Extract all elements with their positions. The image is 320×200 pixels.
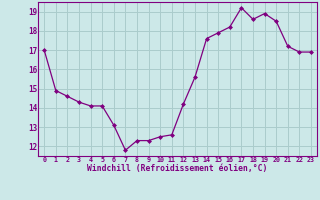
- X-axis label: Windchill (Refroidissement éolien,°C): Windchill (Refroidissement éolien,°C): [87, 164, 268, 173]
